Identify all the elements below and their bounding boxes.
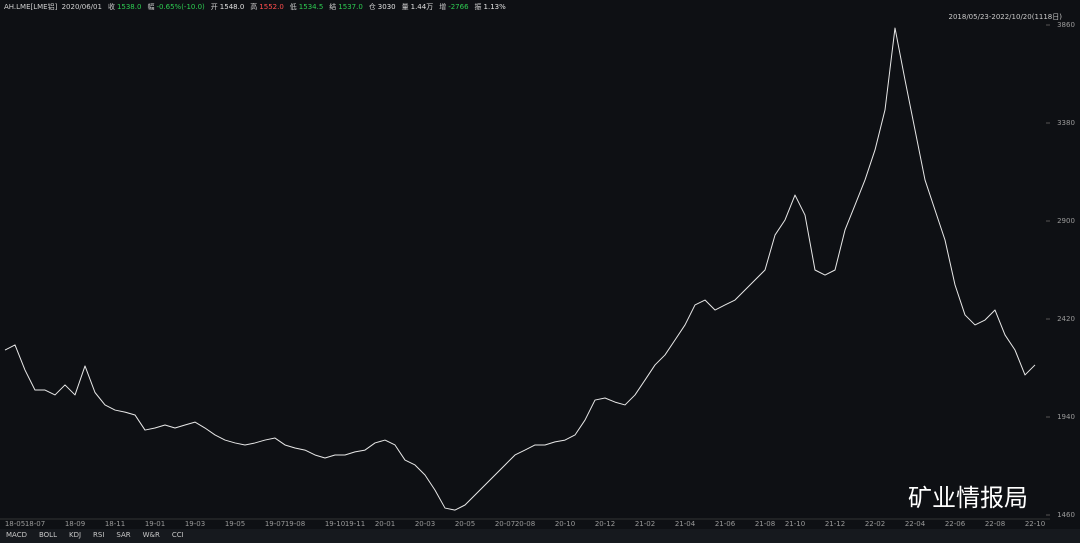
- x-tick-label: 20-03: [415, 520, 435, 528]
- x-tick-label: 18-05: [5, 520, 25, 528]
- indicator-tab[interactable]: SAR: [116, 531, 131, 539]
- y-tick-label: 2900: [1057, 217, 1075, 225]
- watermark: 矿业情报局: [908, 484, 1028, 512]
- x-tick-label: 21-02: [635, 520, 655, 528]
- x-tick-label: 18-11: [105, 520, 125, 528]
- indicator-tab[interactable]: KDJ: [68, 531, 82, 539]
- x-tick-label: 21-12: [825, 520, 845, 528]
- quote-value: 1.44万: [410, 3, 434, 11]
- quote-value: 1534.5: [298, 3, 324, 11]
- quote-value: -2766: [448, 3, 469, 11]
- x-tick-label: 20-01: [375, 520, 395, 528]
- indicator-tab[interactable]: W&R: [142, 531, 160, 539]
- quote-label: 结: [329, 3, 337, 11]
- y-tick-label: 3860: [1057, 21, 1075, 29]
- x-tick-label: 21-04: [675, 520, 696, 528]
- y-tick-label: 1940: [1057, 413, 1075, 421]
- quote-header: AH.LME[LME铝] 2020/06/01 收 1538.0 幅 -0.65%(-1…: [4, 2, 512, 12]
- y-tick-label: 2420: [1057, 315, 1075, 323]
- x-tick-label: 19-01: [145, 520, 165, 528]
- quote-label: 振: [474, 3, 482, 11]
- y-tick-label: 3380: [1057, 119, 1075, 127]
- quote-label: 高: [250, 3, 258, 11]
- x-tick-label: 19-07: [265, 520, 285, 528]
- y-tick-label: 1460: [1057, 511, 1075, 519]
- x-tick-label: 22-10: [1025, 520, 1045, 528]
- x-tick-label: 18-07: [25, 520, 45, 528]
- date-range: 2018/05/23-2022/10/20(1118日): [948, 13, 1063, 21]
- x-tick-label: 20-08: [515, 520, 535, 528]
- quote-value: 3030: [377, 3, 396, 11]
- x-tick-label: 20-07: [495, 520, 515, 528]
- x-tick-label: 19-10: [325, 520, 345, 528]
- x-tick-label: 19-08: [285, 520, 305, 528]
- x-tick-label: 18-09: [65, 520, 85, 528]
- x-tick-label: 22-06: [945, 520, 966, 528]
- quote-label: 开: [210, 3, 218, 11]
- x-tick-label: 21-06: [715, 520, 736, 528]
- quote-label: 仓: [368, 3, 376, 11]
- x-tick-label: 20-12: [595, 520, 615, 528]
- indicator-tab[interactable]: RSI: [93, 531, 105, 539]
- x-tick-label: 19-05: [225, 520, 245, 528]
- x-tick-label: 22-02: [865, 520, 885, 528]
- x-tick-label: 22-08: [985, 520, 1005, 528]
- x-tick-label: 20-10: [555, 520, 575, 528]
- x-tick-label: 22-04: [905, 520, 926, 528]
- quote-label: 低: [289, 3, 297, 11]
- indicator-tabs: MACD BOLL KDJ RSI SAR W&R CCI: [0, 529, 1080, 543]
- quote-label: 量: [401, 3, 409, 11]
- indicator-tab[interactable]: CCI: [171, 531, 184, 539]
- quote-value: 1552.0: [259, 3, 284, 11]
- quote-value: 1538.0: [116, 3, 142, 11]
- x-tick-label: 21-08: [755, 520, 775, 528]
- x-tick-label: 20-05: [455, 520, 475, 528]
- quote-label: 收: [107, 3, 115, 11]
- quote-value: 1.13%: [483, 3, 506, 11]
- quote-label: 增: [439, 3, 447, 11]
- quote-value: 1548.0: [219, 3, 245, 11]
- x-tick-label: 21-10: [785, 520, 805, 528]
- price-line: [4, 27, 1036, 511]
- indicator-tab[interactable]: BOLL: [38, 531, 57, 539]
- quote-value: 1537.0: [338, 3, 363, 11]
- symbol: AH.LME[LME铝]: [4, 3, 58, 11]
- x-tick-label: 19-03: [185, 520, 205, 528]
- indicator-tab[interactable]: MACD: [6, 531, 27, 539]
- x-tick-label: 19-11: [345, 520, 365, 528]
- quote-label: 幅: [147, 3, 155, 11]
- date: 2020/06/01: [61, 3, 102, 11]
- quote-value: -0.65%(-10.0): [156, 3, 205, 11]
